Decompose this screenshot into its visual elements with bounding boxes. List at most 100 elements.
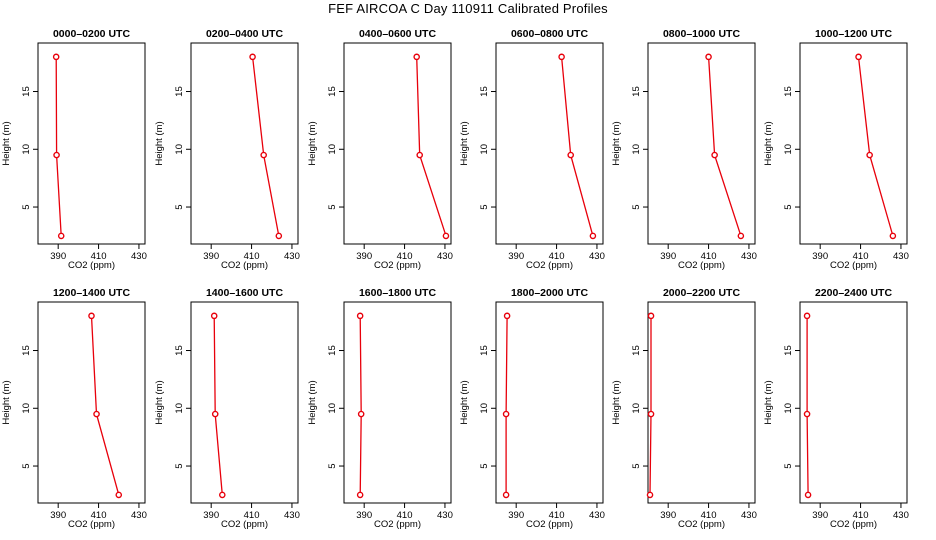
profile-line — [560, 56, 594, 237]
y-tick-label: 10 — [631, 403, 642, 414]
profile-point — [647, 312, 655, 320]
profile-point — [356, 312, 364, 320]
plot-frame — [799, 42, 908, 245]
panel-title: 1400–1600 UTC — [206, 287, 283, 299]
profile-line — [55, 56, 62, 236]
panel-title: 0400–0600 UTC — [359, 28, 436, 40]
profile-point — [502, 491, 510, 499]
profile-point — [737, 232, 745, 240]
x-tick-label: 390 — [356, 251, 372, 262]
y-axis-label: Height (m) — [1, 121, 12, 165]
panel-title: 1200–1400 UTC — [53, 287, 130, 299]
plot-frame — [799, 301, 908, 504]
y-axis-label: Height (m) — [763, 121, 774, 165]
profile-point — [503, 312, 511, 320]
x-axis-label: CO2 (ppm) — [374, 260, 421, 271]
y-tick-label: 10 — [21, 403, 32, 414]
y-tick-label: 15 — [174, 345, 185, 356]
y-axis-label: Height (m) — [611, 121, 622, 165]
y-axis-label: Height (m) — [154, 380, 165, 424]
x-tick-label: 390 — [50, 251, 66, 262]
x-tick-label: 390 — [660, 510, 676, 521]
y-tick-label: 10 — [327, 403, 338, 414]
x-tick-label: 410 — [701, 251, 717, 262]
profile-point — [442, 232, 450, 240]
y-tick-label: 10 — [174, 144, 185, 155]
y-axis-label: Height (m) — [154, 121, 165, 165]
profile-point — [803, 410, 811, 418]
profile-point — [53, 151, 60, 159]
profile-point — [558, 53, 565, 61]
plot-frame — [190, 42, 299, 245]
x-axis-label: CO2 (ppm) — [68, 260, 115, 271]
x-tick-label: 410 — [91, 510, 107, 521]
y-tick-label: 5 — [479, 204, 490, 209]
panel-title: 1800–2000 UTC — [511, 287, 588, 299]
plot-frame — [37, 42, 146, 245]
profile-point — [711, 151, 718, 159]
profile-point — [803, 312, 811, 320]
y-tick-label: 5 — [174, 204, 185, 209]
x-tick-label: 430 — [131, 510, 147, 521]
profile-panel-3: 0400–0600 UTC 390 410 430 CO2 (ppm) 5 10 15 Heig… — [307, 28, 453, 271]
x-axis-label: CO2 (ppm) — [678, 260, 725, 271]
y-tick-label: 10 — [174, 403, 185, 414]
profile-line — [707, 56, 742, 237]
panel-title: 0000–0200 UTC — [53, 28, 130, 40]
y-tick-label: 5 — [783, 463, 794, 468]
x-tick-label: 390 — [203, 510, 219, 521]
profile-panel-7: 1200–1400 UTC 390 410 430 CO2 (ppm) 5 10 15 Heig… — [1, 287, 147, 530]
x-tick-label: 390 — [660, 251, 676, 262]
plot-frame — [495, 42, 604, 245]
plot-frame — [495, 301, 604, 504]
y-tick-label: 15 — [479, 345, 490, 356]
profile-point — [416, 151, 424, 159]
profile-point — [567, 151, 574, 159]
profile-line — [806, 315, 809, 495]
y-axis-label: Height (m) — [459, 380, 470, 424]
x-tick-label: 390 — [812, 510, 828, 521]
x-tick-label: 430 — [741, 251, 757, 262]
profile-point — [589, 232, 597, 240]
profile-panel-10: 1800–2000 UTC 390 410 430 CO2 (ppm) 5 10 15 Heig… — [459, 287, 605, 530]
profile-panel-11: 2000–2200 UTC 390 410 430 CO2 (ppm) 5 10 15 Heig… — [611, 287, 757, 530]
profile-line — [251, 56, 280, 237]
x-tick-label: 430 — [131, 251, 147, 262]
profile-point — [218, 491, 226, 499]
x-tick-label: 410 — [853, 251, 869, 262]
plot-frame — [37, 301, 146, 504]
profile-point — [57, 232, 65, 240]
profile-point — [249, 53, 256, 61]
profile-point — [866, 151, 873, 159]
plot-frame — [647, 42, 756, 245]
y-tick-label: 10 — [327, 144, 338, 155]
y-axis-label: Height (m) — [307, 121, 318, 165]
x-axis-label: CO2 (ppm) — [526, 260, 573, 271]
x-tick-label: 430 — [741, 510, 757, 521]
profile-panel-8: 1400–1600 UTC 390 410 430 CO2 (ppm) 5 10 15 Heig… — [154, 287, 300, 530]
profile-line — [857, 56, 894, 237]
y-tick-label: 10 — [479, 403, 490, 414]
x-tick-label: 390 — [203, 251, 219, 262]
x-axis-label: CO2 (ppm) — [221, 260, 268, 271]
profile-point — [889, 232, 897, 240]
profile-point — [356, 491, 364, 499]
y-tick-label: 5 — [327, 204, 338, 209]
y-tick-label: 5 — [783, 204, 794, 209]
x-tick-label: 410 — [397, 251, 413, 262]
profile-point — [275, 232, 283, 240]
panel-title: 1000–1200 UTC — [815, 28, 892, 40]
x-axis-label: CO2 (ppm) — [830, 260, 877, 271]
panel-title: 0600–0800 UTC — [511, 28, 588, 40]
plot-frame — [190, 301, 299, 504]
x-tick-label: 390 — [50, 510, 66, 521]
x-tick-label: 410 — [853, 510, 869, 521]
y-tick-label: 15 — [174, 86, 185, 97]
y-tick-label: 10 — [631, 144, 642, 155]
y-tick-label: 5 — [174, 463, 185, 468]
profile-panel-9: 1600–1800 UTC 390 410 430 CO2 (ppm) 5 10 15 Heig… — [307, 287, 453, 530]
profile-point — [115, 491, 123, 499]
x-tick-label: 410 — [549, 251, 565, 262]
y-tick-label: 15 — [783, 86, 794, 97]
